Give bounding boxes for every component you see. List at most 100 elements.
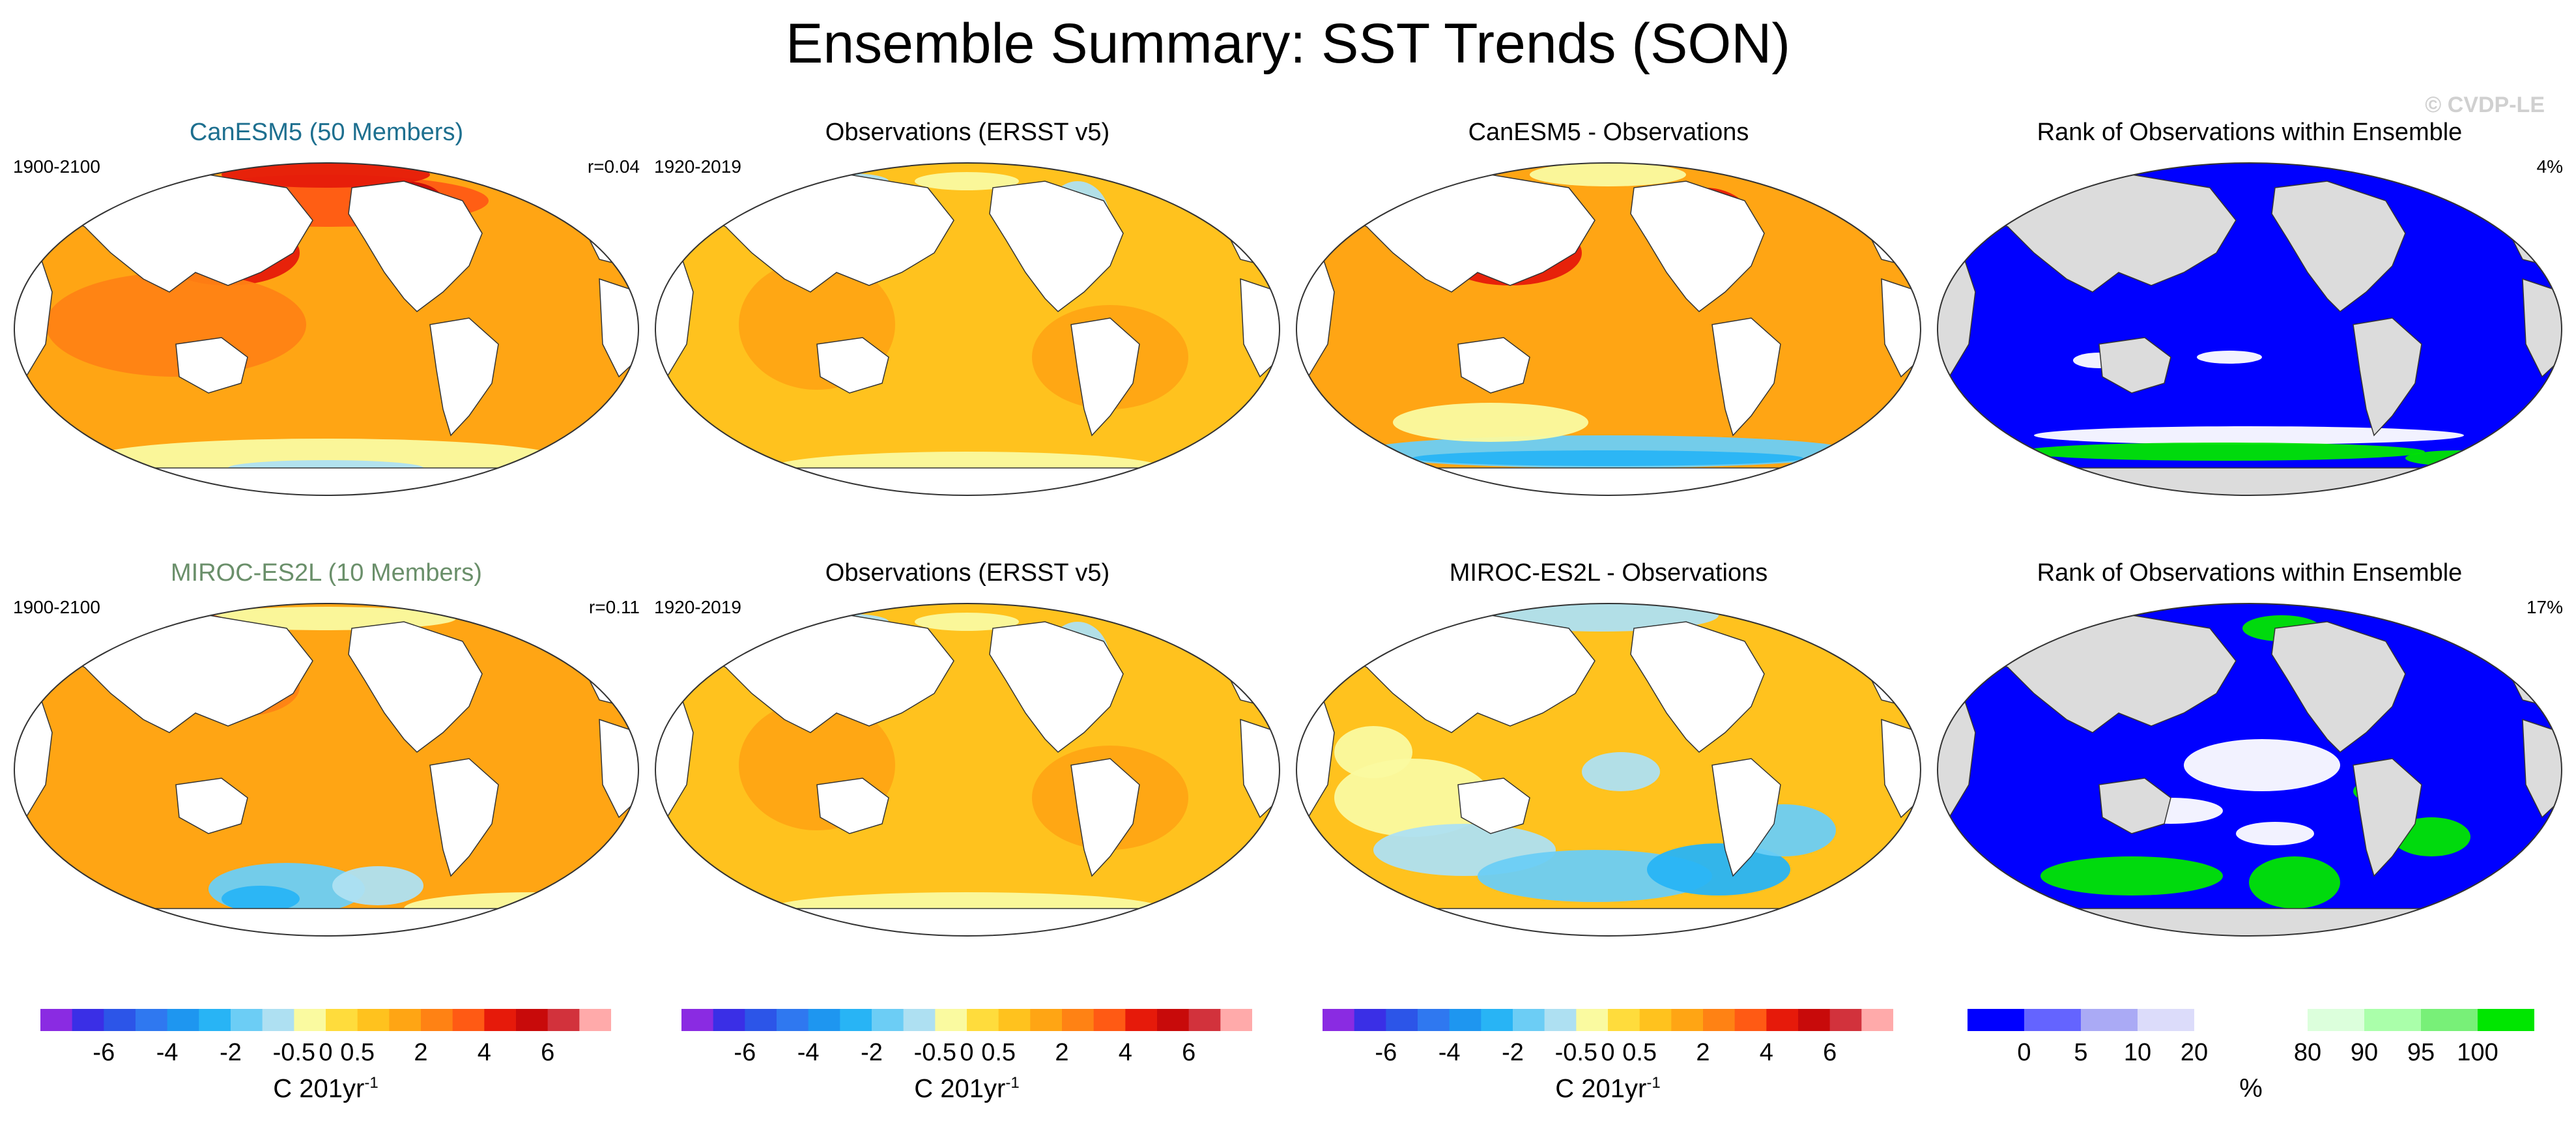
land-southAmerica xyxy=(429,317,499,437)
map-border xyxy=(1296,603,1921,937)
colorbar-1 xyxy=(40,1009,611,1031)
colorbar-tick-label: 0.5 xyxy=(1622,1039,1657,1066)
land-northAmerica xyxy=(1630,181,1765,312)
colorbar-swatch xyxy=(1449,1009,1481,1031)
colorbar-tick-label: 2 xyxy=(1696,1039,1710,1066)
figure-title: Ensemble Summary: SST Trends (SON) xyxy=(785,12,1791,75)
colorbar-swatch xyxy=(681,1009,714,1031)
colorbar-swatch xyxy=(516,1009,549,1031)
map-model-row2 xyxy=(14,603,639,937)
colorbar-swatch xyxy=(903,1009,936,1031)
colorbar-swatch xyxy=(967,1009,999,1031)
trend-region xyxy=(2249,856,2340,909)
colorbar-swatch xyxy=(262,1009,294,1031)
map-diff-row2 xyxy=(1296,603,1921,937)
colorbar-swatch xyxy=(2364,1009,2422,1031)
trend-region xyxy=(1582,752,1660,791)
land-northAmerica xyxy=(348,181,483,312)
colorbar-tick-label: 80 xyxy=(2293,1039,2322,1066)
panel-title: Rank of Observations within Ensemble xyxy=(2037,119,2463,146)
trend-region xyxy=(2021,443,2425,461)
colorbar-swatch xyxy=(421,1009,453,1031)
land-australia xyxy=(2098,337,2171,394)
colorbar-swatch xyxy=(2081,1009,2138,1031)
colorbar-swatch xyxy=(1829,1009,1862,1031)
colorbar-swatch xyxy=(231,1009,263,1031)
colorbar-tick-label: 5 xyxy=(2074,1039,2088,1066)
colorbar-swatch xyxy=(998,1009,1031,1031)
colorbar-tick-label: -4 xyxy=(797,1039,820,1066)
colorbar-swatch xyxy=(1576,1009,1609,1031)
colorbar-tick-label: -2 xyxy=(220,1039,242,1066)
land-northAmerica xyxy=(2271,181,2406,312)
map-border xyxy=(655,603,1280,937)
trend-region xyxy=(2184,739,2340,791)
period-label: 1900-2100 xyxy=(13,597,100,617)
map-border xyxy=(1296,162,1921,496)
colorbar-swatch xyxy=(40,1009,73,1031)
colorbar-swatch xyxy=(1481,1009,1513,1031)
trend-region xyxy=(46,272,306,377)
map-rank-row1 xyxy=(1937,162,2562,496)
land-australia xyxy=(816,778,889,834)
colorbar-tick-label: 4 xyxy=(1118,1039,1132,1066)
trend-region xyxy=(2034,426,2464,444)
land-antarctica xyxy=(109,467,536,495)
colorbar-tick-label: 6 xyxy=(1182,1039,1196,1066)
rank-percent-label: 4% xyxy=(2536,156,2563,177)
land-australia xyxy=(175,778,248,834)
colorbar-swatch xyxy=(1639,1009,1672,1031)
watermark: © CVDP-LE xyxy=(2425,93,2545,117)
colorbar-unit-label: C 201yr-1 xyxy=(681,1074,1252,1103)
colorbar-swatch xyxy=(1544,1009,1577,1031)
trend-region xyxy=(2197,351,2262,364)
colorbar-swatch xyxy=(713,1009,745,1031)
land-antarctica xyxy=(2033,467,2459,495)
colorbar-swatch xyxy=(1671,1009,1704,1031)
land-antarctica xyxy=(1392,467,1818,495)
colorbar-swatch xyxy=(294,1009,326,1031)
colorbar-swatch xyxy=(1093,1009,1126,1031)
colorbar-tick-label: 90 xyxy=(2350,1039,2379,1066)
colorbar-tick-label: 20 xyxy=(2180,1039,2209,1066)
colorbar-swatch xyxy=(1608,1009,1640,1031)
colorbar-3 xyxy=(1323,1009,1893,1031)
colorbar-swatch xyxy=(484,1009,517,1031)
colorbar-swatch xyxy=(579,1009,611,1031)
colorbar-swatch xyxy=(935,1009,967,1031)
panel-title: Observations (ERSST v5) xyxy=(825,559,1110,587)
trend-region xyxy=(2040,856,2223,895)
map-obs-row1 xyxy=(655,162,1280,496)
period-label: 1900-2100 xyxy=(13,156,100,177)
trend-region xyxy=(2236,822,2314,845)
colorbar-tick-label: -6 xyxy=(1375,1039,1397,1066)
land-antarctica xyxy=(2033,908,2459,936)
land-northAmerica xyxy=(2271,621,2406,753)
colorbar-tick-label: 95 xyxy=(2407,1039,2435,1066)
unit-text: % xyxy=(2239,1074,2263,1103)
map-rank-row2 xyxy=(1937,603,2562,937)
colorbar-swatch xyxy=(1798,1009,1831,1031)
colorbar-swatch xyxy=(167,1009,199,1031)
colorbar-unit-label: C 201yr-1 xyxy=(1323,1074,1893,1103)
land-australia xyxy=(175,337,248,394)
colorbar-tick-label: 0 xyxy=(319,1039,333,1066)
colorbar-swatch xyxy=(2478,1009,2534,1031)
land-southAmerica xyxy=(2353,758,2422,877)
colorbar-swatch xyxy=(1030,1009,1063,1031)
colorbar-swatch xyxy=(1418,1009,1450,1031)
colorbar-unit-label: C 201yr-1 xyxy=(40,1074,611,1103)
trend-region xyxy=(1328,171,1458,191)
trend-region xyxy=(915,613,1019,631)
colorbar-tick-label: -2 xyxy=(1502,1039,1524,1066)
colorbar-tick-label: 2 xyxy=(1055,1039,1069,1066)
colorbar-swatch xyxy=(2024,1009,2082,1031)
colorbar-swatch xyxy=(1513,1009,1545,1031)
land-northAmerica xyxy=(989,621,1124,753)
colorbar-tick-label: -6 xyxy=(734,1039,756,1066)
land-southAmerica xyxy=(1711,317,1781,437)
colorbar-swatch xyxy=(1062,1009,1095,1031)
colorbar-swatch xyxy=(1861,1009,1893,1031)
trend-region xyxy=(222,886,300,912)
colorbar-swatch xyxy=(1734,1009,1767,1031)
